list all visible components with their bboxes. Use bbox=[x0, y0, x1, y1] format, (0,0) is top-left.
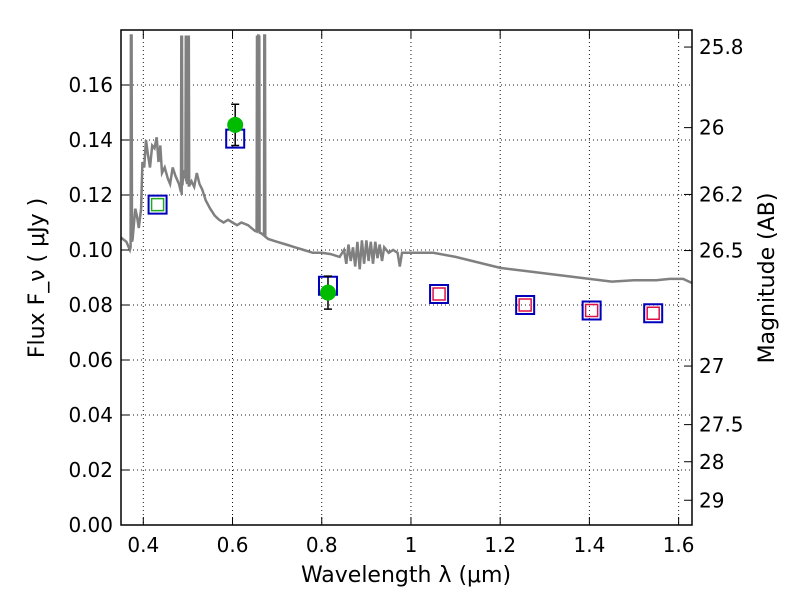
right-axis-label: Magnitude (AB) bbox=[755, 193, 780, 364]
grid-lines bbox=[121, 30, 692, 526]
inner-red-square bbox=[432, 287, 446, 301]
model-square bbox=[147, 194, 168, 215]
y-tick-label: 0.12 bbox=[68, 183, 113, 207]
y-axis-tick-labels: 0.00 0.02 0.04 0.06 0.08 0.10 0.12 0.14 0.16 bbox=[68, 73, 113, 537]
model-square bbox=[643, 303, 664, 324]
x-tick-label: 1.6 bbox=[663, 533, 695, 557]
model-square bbox=[515, 295, 536, 315]
x-tick-label: 1.4 bbox=[573, 533, 605, 557]
plot-area bbox=[120, 34, 693, 324]
x-axis-tick-labels: 0.4 0.6 0.8 1 1.2 1.4 1.6 bbox=[127, 533, 694, 557]
y-tick-label: 0.14 bbox=[68, 128, 113, 152]
observed-point bbox=[227, 116, 244, 133]
x-tick-label: 1.2 bbox=[484, 533, 516, 557]
y-tick-label: 0.16 bbox=[68, 73, 113, 97]
observed-photometry-points bbox=[227, 103, 336, 310]
y-axis-label: Flux F_ν ( μJy ) bbox=[25, 198, 50, 358]
y-tick-label: 0.10 bbox=[68, 238, 113, 262]
inner-red-square bbox=[518, 298, 532, 312]
right-tick-label: 27.5 bbox=[699, 413, 744, 437]
right-tick-label: 27 bbox=[699, 354, 724, 378]
model-square bbox=[429, 284, 450, 304]
y-tick-label: 0.00 bbox=[68, 513, 113, 537]
y-tick-label: 0.04 bbox=[68, 403, 113, 427]
model-spectrum-line bbox=[120, 34, 693, 285]
right-tick-label: 26.5 bbox=[699, 239, 744, 263]
right-tick-label: 26.2 bbox=[699, 182, 744, 206]
right-tick-label: 26 bbox=[699, 116, 724, 140]
x-tick-label: 0.6 bbox=[217, 533, 249, 557]
right-axis-tick-labels: 25.8 26 26.2 26.5 27 27.5 28 29 bbox=[699, 35, 744, 512]
right-tick-label: 28 bbox=[699, 450, 724, 474]
inner-green-square bbox=[150, 197, 165, 212]
y-tick-label: 0.02 bbox=[68, 458, 113, 482]
model-photometry-squares bbox=[147, 128, 664, 324]
y-tick-label: 0.06 bbox=[68, 348, 113, 372]
inner-red-square bbox=[646, 306, 660, 320]
x-tick-label: 1 bbox=[405, 533, 418, 557]
x-axis-label: Wavelength λ (μm) bbox=[301, 563, 511, 588]
plot-frame bbox=[120, 29, 693, 526]
x-tick-label: 0.4 bbox=[127, 533, 159, 557]
observed-point bbox=[319, 284, 336, 301]
model-square bbox=[581, 300, 602, 321]
axis-ticks bbox=[121, 30, 692, 526]
right-tick-label: 25.8 bbox=[699, 35, 744, 59]
right-tick-label: 29 bbox=[699, 488, 724, 512]
inner-red-square bbox=[584, 303, 599, 318]
y-tick-label: 0.08 bbox=[68, 293, 113, 317]
x-tick-label: 0.8 bbox=[306, 533, 338, 557]
